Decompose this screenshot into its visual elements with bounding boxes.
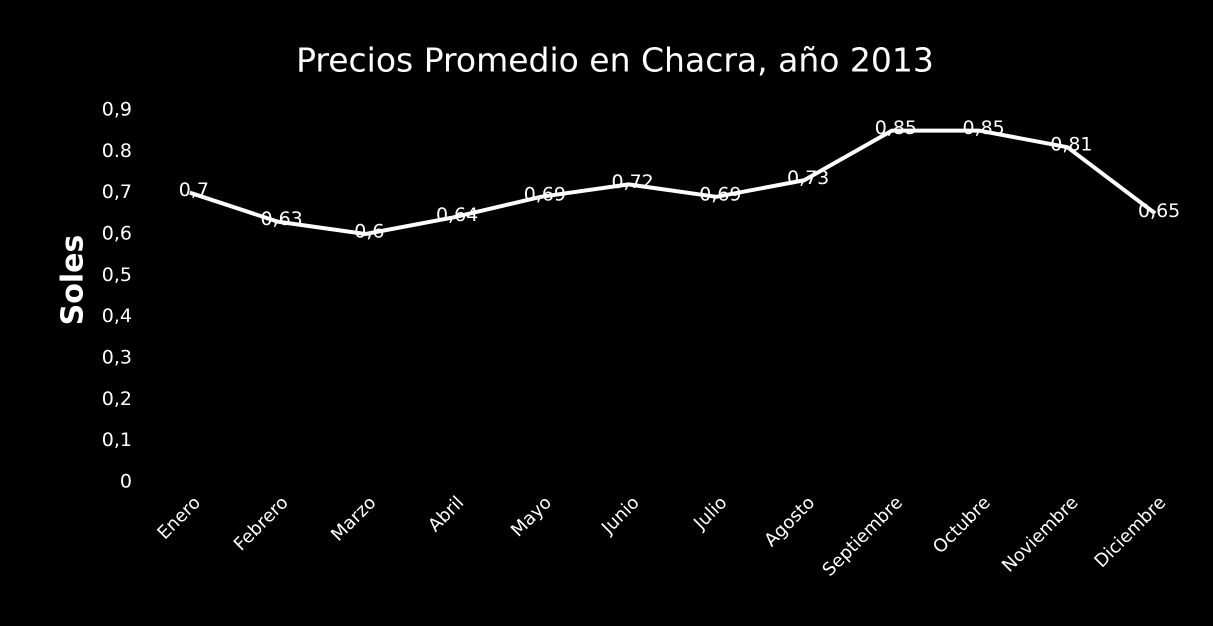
- data-label: 0,63: [260, 208, 302, 230]
- data-label: 0,7: [179, 179, 209, 201]
- y-axis-label: Soles: [56, 235, 91, 326]
- y-tick-label: 0,9: [102, 99, 132, 121]
- y-tick-label: 0,1: [102, 429, 132, 451]
- data-label: 0,64: [436, 204, 478, 226]
- y-tick-label: 0: [120, 471, 132, 493]
- y-tick-label: 0,3: [102, 347, 132, 369]
- data-label: 0,73: [787, 167, 829, 189]
- y-tick-label: 0,6: [102, 223, 132, 245]
- y-tick-label: 0,4: [102, 305, 132, 327]
- data-label: 0,81: [1050, 134, 1092, 156]
- data-label: 0,69: [524, 183, 566, 205]
- data-label: 0,85: [875, 117, 917, 139]
- data-label: 0,85: [962, 117, 1004, 139]
- data-label: 0,6: [354, 221, 384, 243]
- y-tick-label: 0.8: [102, 140, 132, 162]
- chart-title: Precios Promedio en Chacra, año 2013: [296, 41, 934, 80]
- line: [189, 128, 1157, 236]
- y-tick-label: 0,7: [102, 181, 132, 203]
- y-tick-label: 0,2: [102, 388, 132, 410]
- data-label: 0,69: [699, 183, 741, 205]
- data-label: 0,65: [1138, 200, 1180, 222]
- data-label: 0,72: [611, 171, 653, 193]
- y-tick-label: 0,5: [102, 264, 132, 286]
